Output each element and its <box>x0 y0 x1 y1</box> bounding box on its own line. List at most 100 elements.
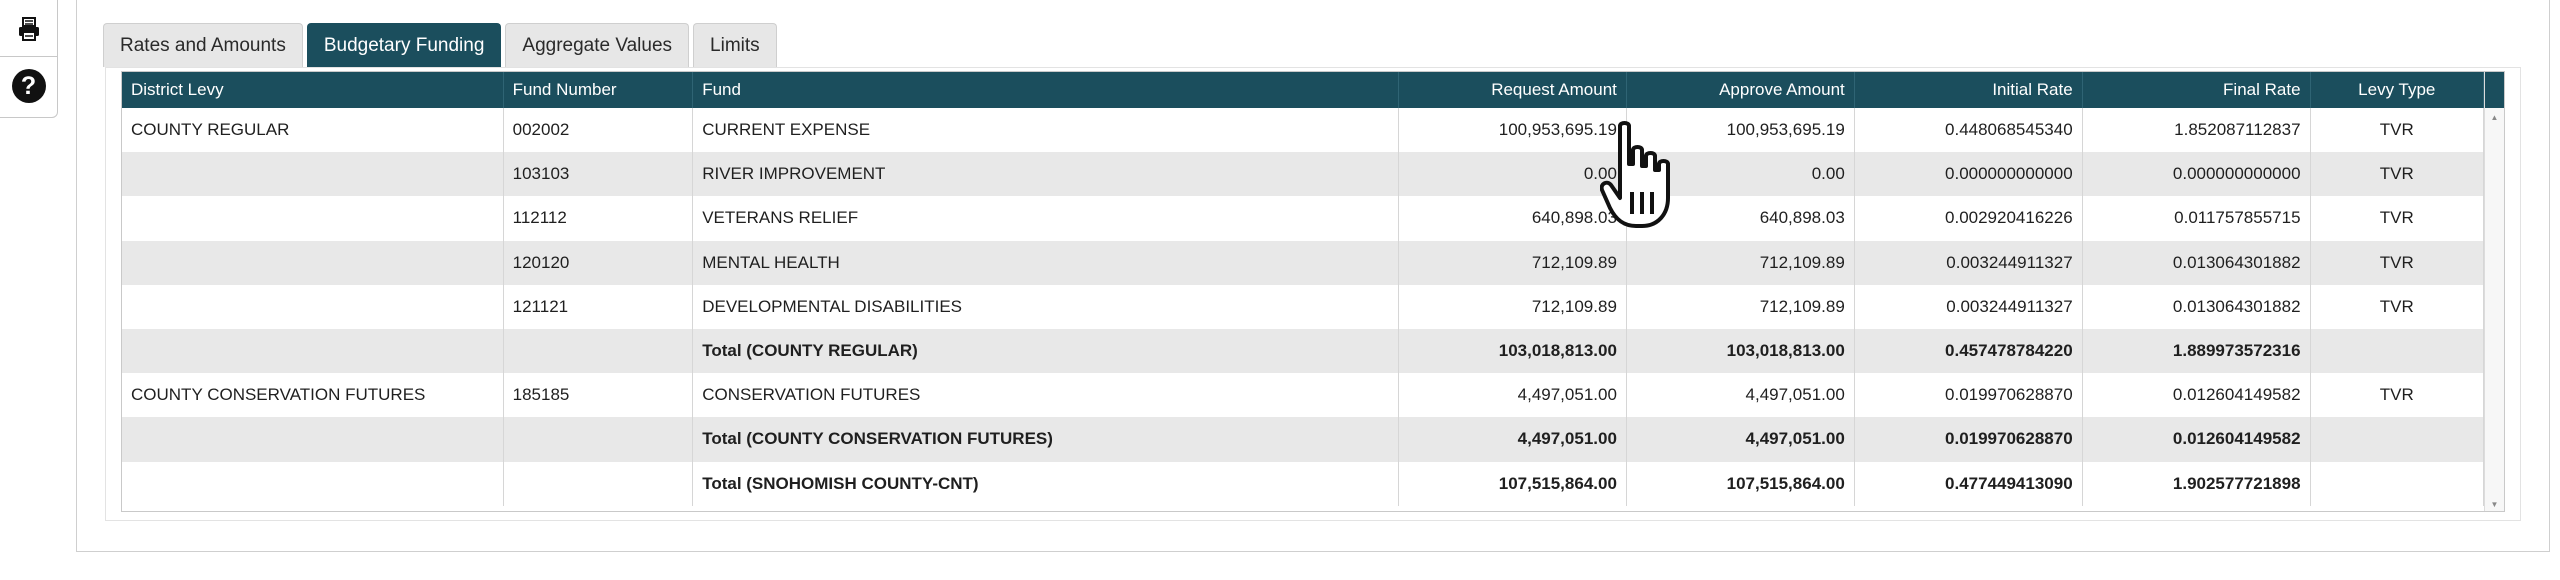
cell-approve-amount: 100,953,695.19 <box>1626 108 1855 153</box>
tab-aggregate-values[interactable]: Aggregate Values <box>505 23 690 67</box>
cell-initial-rate: 0.019970628870 <box>1854 373 2083 418</box>
cell-final-rate: 0.011757855715 <box>2082 196 2311 241</box>
cell-approve-amount: 4,497,051.00 <box>1626 417 1855 462</box>
cell-final-rate: 1.852087112837 <box>2082 108 2311 153</box>
cell-final-rate: 0.000000000000 <box>2082 152 2311 197</box>
cell-initial-rate: 0.448068545340 <box>1854 108 2083 153</box>
table-row-total[interactable]: Total (COUNTY REGULAR) 103,018,813.00 103,… <box>122 328 2485 374</box>
cell-fund: RIVER IMPROVEMENT <box>692 152 1400 197</box>
column-header-initial-rate[interactable]: Initial Rate <box>1854 72 2083 108</box>
budgetary-funding-grid: District Levy Fund Number Fund Request A… <box>121 71 2505 512</box>
cell-initial-rate: 0.477449413090 <box>1854 461 2083 506</box>
tab-limits[interactable]: Limits <box>693 23 777 67</box>
cell-district-levy <box>122 461 504 506</box>
cell-initial-rate: 0.002920416226 <box>1854 196 2083 241</box>
cell-fund: VETERANS RELIEF <box>692 196 1400 241</box>
cell-request-amount: 100,953,695.19 <box>1398 108 1627 153</box>
cell-approve-amount: 107,515,864.00 <box>1626 461 1855 506</box>
cell-initial-rate: 0.000000000000 <box>1854 152 2083 197</box>
cell-initial-rate: 0.457478784220 <box>1854 328 2083 374</box>
column-header-district-levy[interactable]: District Levy <box>122 72 504 108</box>
printer-icon <box>18 16 39 41</box>
cell-request-amount: 4,497,051.00 <box>1398 373 1627 418</box>
cell-levy-type: TVR <box>2310 108 2485 153</box>
cell-district-levy <box>122 196 504 241</box>
table-header-row: District Levy Fund Number Fund Request A… <box>122 72 2485 108</box>
cell-district-levy <box>122 240 504 285</box>
cell-fund: DEVELOPMENTAL DISABILITIES <box>692 284 1400 329</box>
cell-district-levy <box>122 152 504 197</box>
tab-content: District Levy Fund Number Fund Request A… <box>105 67 2521 521</box>
tab-bar: Rates and Amounts Budgetary Funding Aggr… <box>103 23 777 67</box>
table-row[interactable]: COUNTY CONSERVATION FUTURES 185185 CONSERV… <box>122 373 2485 418</box>
cell-fund-number: 103103 <box>503 152 694 197</box>
question-icon: ? <box>11 69 46 103</box>
cell-fund-number: 121121 <box>503 284 694 329</box>
cell-fund-number <box>503 328 694 374</box>
table-row-total[interactable]: Total (COUNTY CONSERVATION FUTURES) 4,497… <box>122 417 2485 462</box>
cell-final-rate: 0.012604149582 <box>2082 417 2311 462</box>
column-header-final-rate[interactable]: Final Rate <box>2082 72 2311 108</box>
column-header-approve-amount[interactable]: Approve Amount <box>1626 72 1855 108</box>
table-row[interactable]: 120120 MENTAL HEALTH 712,109.89 712,109.89 0… <box>122 240 2485 285</box>
cell-fund: Total (COUNTY REGULAR) <box>692 328 1400 374</box>
table-row[interactable]: 112112 VETERANS RELIEF 640,898.03 640,898.0… <box>122 196 2485 241</box>
scroll-up-arrow[interactable]: ▲ <box>2490 112 2499 122</box>
cell-levy-type <box>2310 328 2485 374</box>
tab-rates-and-amounts[interactable]: Rates and Amounts <box>103 23 303 67</box>
cell-fund-number <box>503 417 694 462</box>
table-row[interactable]: 121121 DEVELOPMENTAL DISABILITIES 712,109.… <box>122 284 2485 329</box>
cell-fund: CONSERVATION FUTURES <box>692 373 1400 418</box>
cell-fund: Total (COUNTY CONSERVATION FUTURES) <box>692 417 1400 462</box>
column-header-fund-number[interactable]: Fund Number <box>503 72 694 108</box>
cell-initial-rate: 0.003244911327 <box>1854 284 2083 329</box>
cell-final-rate: 1.902577721898 <box>2082 461 2311 506</box>
funding-table: District Levy Fund Number Fund Request A… <box>122 72 2485 506</box>
cell-fund-number <box>503 461 694 506</box>
side-toolbar: ? <box>0 0 58 118</box>
cell-initial-rate: 0.003244911327 <box>1854 240 2083 285</box>
cell-district-levy <box>122 328 504 374</box>
scroll-down-arrow[interactable]: ▼ <box>2490 499 2499 509</box>
cell-final-rate: 0.012604149582 <box>2082 373 2311 418</box>
cell-levy-type <box>2310 417 2485 462</box>
cell-approve-amount: 712,109.89 <box>1626 284 1855 329</box>
cell-levy-type: TVR <box>2310 373 2485 418</box>
cell-final-rate: 0.013064301882 <box>2082 284 2311 329</box>
table-row-total[interactable]: Total (SNOHOMISH COUNTY-CNT) 107,515,864.… <box>122 461 2485 506</box>
cell-fund: MENTAL HEALTH <box>692 240 1400 285</box>
cell-fund-number: 120120 <box>503 240 694 285</box>
cell-request-amount: 640,898.03 <box>1398 196 1627 241</box>
cell-request-amount: 103,018,813.00 <box>1398 328 1627 374</box>
cell-approve-amount: 640,898.03 <box>1626 196 1855 241</box>
cell-approve-amount: 712,109.89 <box>1626 240 1855 285</box>
column-header-levy-type[interactable]: Levy Type <box>2310 72 2485 108</box>
scrollbar-header-cap <box>2485 72 2504 108</box>
print-button[interactable] <box>0 1 57 57</box>
cell-fund: CURRENT EXPENSE <box>692 108 1400 153</box>
column-header-request-amount[interactable]: Request Amount <box>1398 72 1627 108</box>
cell-fund-number: 185185 <box>503 373 694 418</box>
cell-approve-amount: 0.00 <box>1626 152 1855 197</box>
table-row[interactable]: COUNTY REGULAR 002002 CURRENT EXPENSE 100,9… <box>122 108 2485 153</box>
vertical-scrollbar[interactable]: ▲ ▼ <box>2484 72 2504 511</box>
cell-district-levy <box>122 417 504 462</box>
cell-approve-amount: 103,018,813.00 <box>1626 328 1855 374</box>
cell-request-amount: 4,497,051.00 <box>1398 417 1627 462</box>
cell-final-rate: 0.013064301882 <box>2082 240 2311 285</box>
table-row[interactable]: 103103 RIVER IMPROVEMENT 0.00 0.00 0.0000000… <box>122 152 2485 197</box>
cell-district-levy: COUNTY REGULAR <box>122 108 504 153</box>
cell-request-amount: 107,515,864.00 <box>1398 461 1627 506</box>
cell-district-levy <box>122 284 504 329</box>
cell-levy-type: TVR <box>2310 196 2485 241</box>
cell-levy-type: TVR <box>2310 240 2485 285</box>
help-button[interactable]: ? <box>0 58 57 114</box>
cell-district-levy: COUNTY CONSERVATION FUTURES <box>122 373 504 418</box>
content-panel: Rates and Amounts Budgetary Funding Aggr… <box>76 0 2550 552</box>
cell-final-rate: 1.889973572316 <box>2082 328 2311 374</box>
cell-fund-number: 002002 <box>503 108 694 153</box>
tab-budgetary-funding[interactable]: Budgetary Funding <box>306 23 502 67</box>
cell-levy-type: TVR <box>2310 152 2485 197</box>
cell-initial-rate: 0.019970628870 <box>1854 417 2083 462</box>
column-header-fund[interactable]: Fund <box>692 72 1400 108</box>
